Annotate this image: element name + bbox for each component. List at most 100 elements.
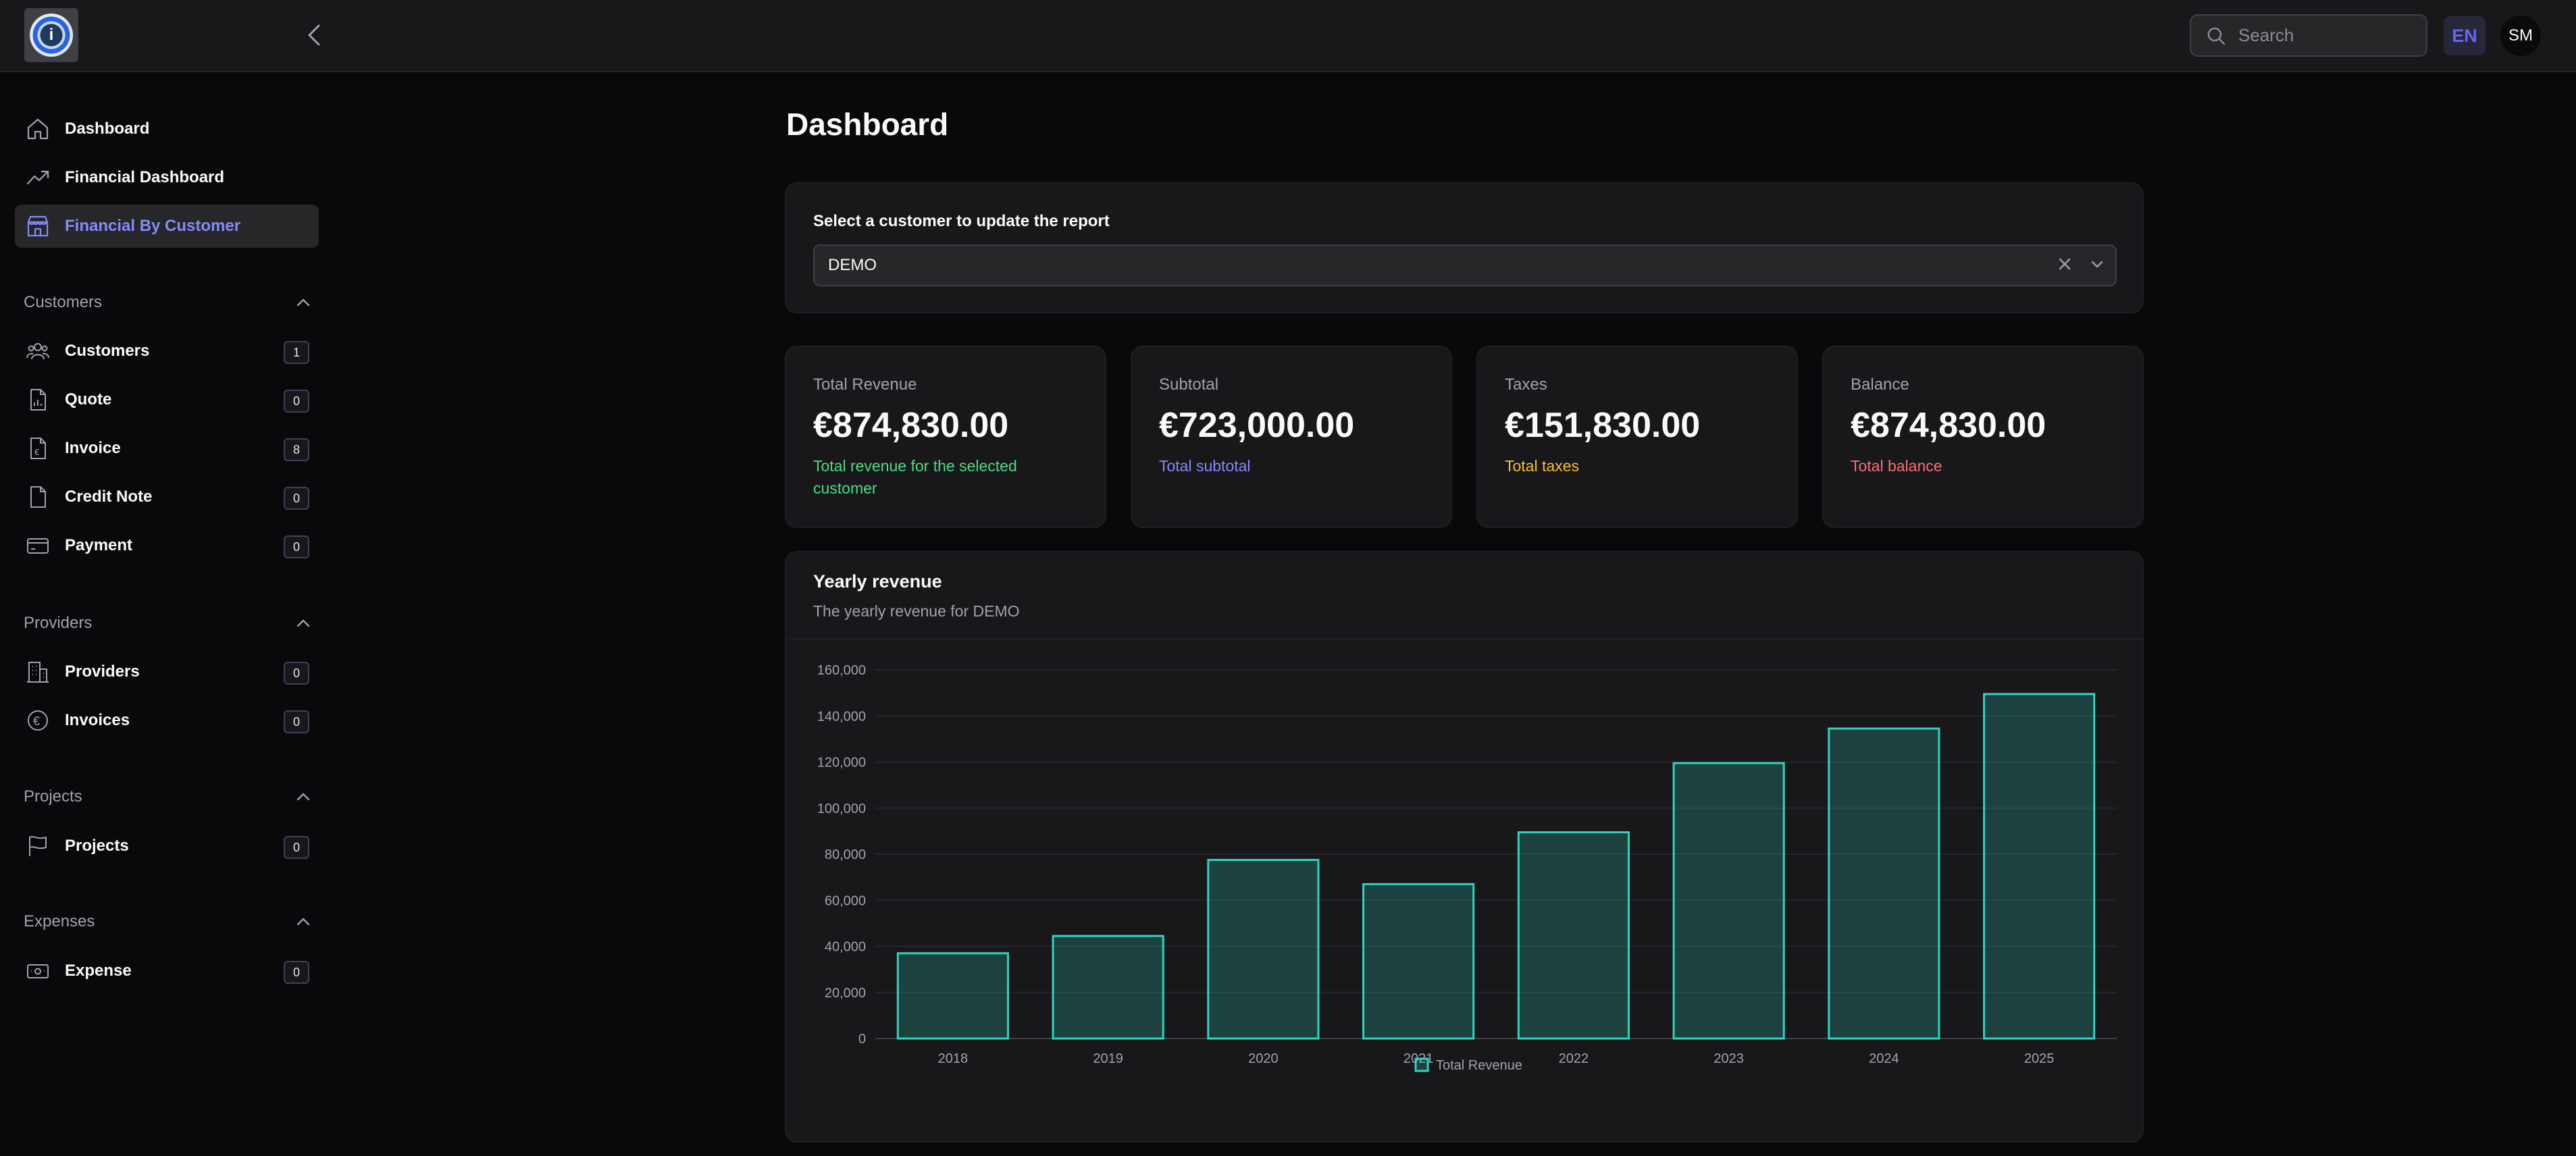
chevron-left-icon (308, 24, 320, 46)
count-badge: 0 (284, 836, 309, 859)
bar-2022[interactable] (1517, 831, 1630, 1040)
kpi-label: Total Revenue (813, 375, 917, 394)
section-title: Projects (24, 787, 82, 806)
x-tick-label: 2025 (2024, 1051, 2055, 1066)
building-icon (24, 658, 51, 685)
sidebar-item-label: Quote (65, 390, 112, 409)
x-tick-label: 2018 (938, 1051, 969, 1066)
chart-title: Yearly revenue (813, 571, 942, 592)
chevron-down-icon[interactable] (2088, 255, 2106, 273)
sidebar-item-expense[interactable]: Expense 0 (15, 949, 319, 993)
kpi-card-total-revenue: Total Revenue €874,830.00 Total revenue … (785, 346, 1106, 528)
bar-2023[interactable] (1672, 762, 1785, 1040)
x-tick-label: 2019 (1093, 1051, 1123, 1066)
sidebar-item-projects[interactable]: Projects 0 (15, 824, 319, 868)
kpi-subtext: Total balance (1851, 457, 1942, 475)
sidebar-item-label: Invoices (65, 711, 130, 729)
kpi-label: Subtotal (1159, 375, 1219, 394)
x-tick-label: 2020 (1248, 1051, 1279, 1066)
y-tick-label: 80,000 (825, 847, 866, 862)
sidebar-item-financial-dashboard[interactable]: Financial Dashboard (15, 156, 319, 199)
kpi-subtext: Total subtotal (1159, 457, 1251, 475)
chevron-up-icon (297, 619, 310, 627)
bar-2025[interactable] (1983, 693, 2096, 1040)
count-badge: 0 (284, 662, 309, 685)
collapse-sidebar-button[interactable] (301, 20, 328, 50)
y-tick-label: 40,000 (825, 940, 866, 955)
store-icon (24, 213, 51, 240)
file-euro-icon: € (24, 435, 51, 462)
kpi-value: €723,000.00 (1159, 406, 1355, 445)
sidebar-item-quote[interactable]: Quote 0 (15, 378, 319, 421)
count-badge: 0 (284, 961, 309, 984)
count-badge: 0 (284, 390, 309, 413)
section-providers-toggle[interactable]: Providers (24, 608, 311, 638)
sidebar-item-dashboard[interactable]: Dashboard (15, 107, 319, 151)
sidebar-item-label: Credit Note (65, 488, 153, 506)
sidebar-item-label: Projects (65, 837, 129, 855)
count-badge: 0 (284, 710, 309, 733)
user-avatar[interactable]: SM (2500, 16, 2541, 56)
sidebar-item-label: Payment (65, 536, 133, 554)
chart-subtitle: The yearly revenue for DEMO (813, 602, 1020, 620)
page-title: Dashboard (786, 107, 949, 142)
sidebar-item-invoice[interactable]: € Invoice 8 (15, 427, 319, 470)
kpi-label: Balance (1851, 375, 1909, 394)
clear-icon[interactable] (2056, 255, 2073, 273)
sidebar-item-label: Providers (65, 662, 140, 681)
app-logo[interactable]: i (24, 8, 78, 62)
kpi-subtext: Total taxes (1505, 457, 1579, 475)
customer-select-label: Select a customer to update the report (813, 212, 1110, 230)
count-badge: 8 (284, 438, 309, 461)
kpi-value: €151,830.00 (1505, 406, 1701, 445)
y-tick-label: 20,000 (825, 986, 866, 1001)
sidebar-item-payment[interactable]: Payment 0 (15, 524, 319, 567)
bar-2020[interactable] (1207, 859, 1320, 1040)
section-title: Expenses (24, 912, 95, 930)
kpi-card-balance: Balance €874,830.00 Total balance (1822, 346, 2144, 528)
sidebar-item-label: Invoice (65, 439, 121, 457)
customer-select[interactable]: DEMO (813, 244, 2117, 286)
sidebar: Dashboard Financial Dashboard Financial … (0, 72, 324, 1156)
sidebar-item-label: Dashboard (65, 120, 150, 138)
svg-text:€: € (34, 447, 40, 457)
language-button[interactable]: EN (2444, 16, 2485, 55)
section-projects-toggle[interactable]: Projects (24, 782, 311, 812)
home-icon (24, 115, 51, 142)
logo-letter: i (49, 26, 54, 44)
banknote-icon (24, 957, 51, 984)
svg-text:€: € (33, 714, 40, 728)
sidebar-item-label: Financial Dashboard (65, 168, 225, 186)
file-chart-icon (24, 386, 51, 413)
kpi-card-taxes: Taxes €151,830.00 Total taxes (1476, 346, 1798, 528)
y-tick-label: 140,000 (817, 709, 866, 724)
search-box[interactable] (2190, 14, 2427, 57)
legend-label[interactable]: Total Revenue (1436, 1058, 1522, 1073)
bar-2024[interactable] (1828, 727, 1940, 1040)
sidebar-item-label: Customers (65, 342, 150, 360)
chevron-up-icon (297, 298, 310, 307)
search-input[interactable] (2237, 24, 2413, 47)
section-expenses-toggle[interactable]: Expenses (24, 907, 311, 937)
sidebar-item-providers[interactable]: Providers 0 (15, 650, 319, 693)
kpi-subtext: Total revenue for the selected customer (813, 457, 1017, 497)
y-tick-label: 0 (858, 1032, 866, 1047)
sidebar-item-customers[interactable]: Customers 1 (15, 330, 319, 373)
bar-2018[interactable] (896, 952, 1009, 1040)
sidebar-item-financial-by-customer[interactable]: Financial By Customer (15, 205, 319, 248)
legend-swatch[interactable] (1414, 1057, 1429, 1072)
sidebar-item-invoices[interactable]: € Invoices 0 (15, 699, 319, 742)
bar-2019[interactable] (1052, 935, 1164, 1040)
count-badge: 1 (284, 341, 309, 364)
sidebar-item-credit-note[interactable]: Credit Note 0 (15, 475, 319, 519)
bar-2021[interactable] (1362, 883, 1475, 1040)
kpi-value: €874,830.00 (1851, 406, 2046, 445)
count-badge: 0 (284, 535, 309, 558)
sidebar-item-label: Financial By Customer (65, 217, 241, 235)
kpi-label: Taxes (1505, 375, 1547, 394)
credit-card-icon (24, 532, 51, 559)
chart-divider (786, 638, 2142, 639)
section-customers-toggle[interactable]: Customers (24, 288, 311, 317)
y-tick-label: 120,000 (817, 756, 866, 770)
y-tick-label: 160,000 (817, 663, 866, 678)
